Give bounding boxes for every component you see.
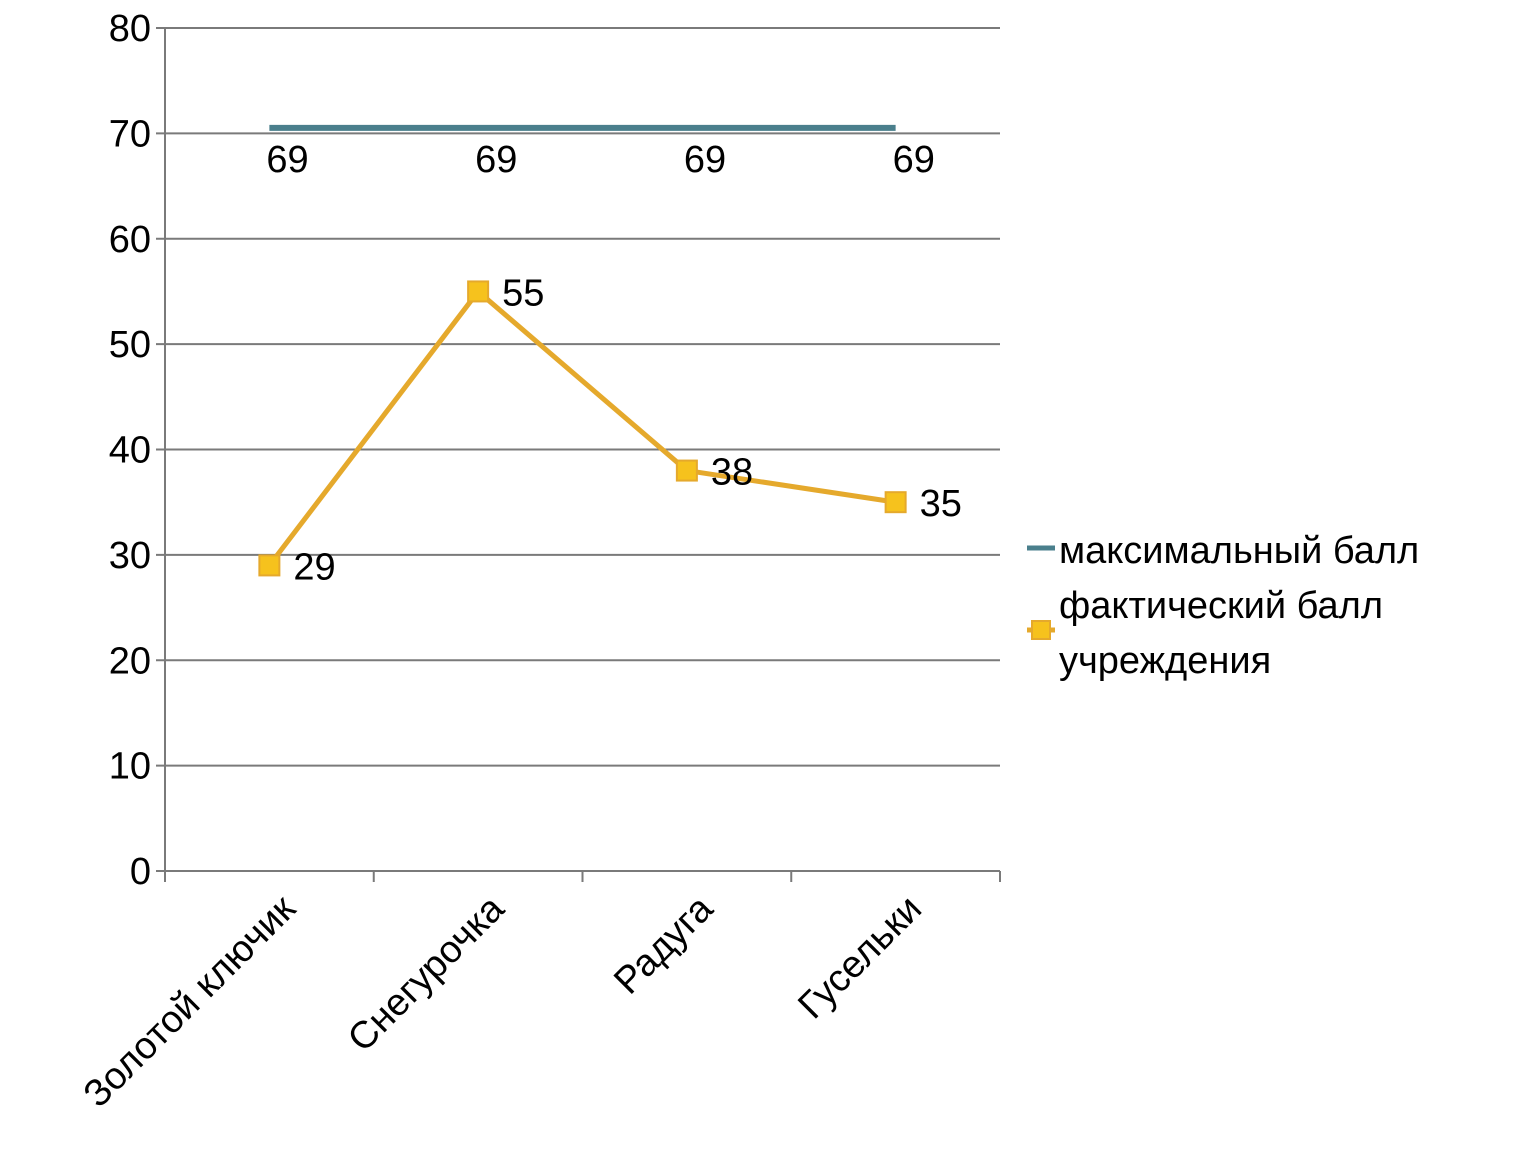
data-label: 69 xyxy=(266,139,308,181)
data-point-marker xyxy=(467,280,490,303)
data-label: 55 xyxy=(502,272,544,314)
y-tick-label: 80 xyxy=(109,8,151,50)
legend: максимальный балл фактический балл учрежде… xyxy=(1027,530,1419,682)
x-category-label: Золотой ключик xyxy=(76,887,304,1115)
y-axis-ticks: 0 10 20 30 40 50 60 70 80 xyxy=(109,8,151,893)
data-point-marker xyxy=(884,491,907,514)
data-point-marker xyxy=(675,459,698,482)
x-axis-categories: Золотой ключик Снегурочка Радуга Гусельки xyxy=(76,887,930,1116)
legend-label-actual: фактический балл учреждения xyxy=(1059,585,1383,682)
data-label: 69 xyxy=(475,139,517,181)
data-label: 29 xyxy=(293,546,335,588)
y-tick-label: 10 xyxy=(109,746,151,788)
data-point-marker xyxy=(258,554,281,577)
data-label: 69 xyxy=(684,139,726,181)
series-group xyxy=(258,124,907,577)
y-tick-label: 40 xyxy=(109,430,151,472)
y-tick-label: 0 xyxy=(130,851,151,893)
y-tick-label: 50 xyxy=(109,324,151,366)
data-label: 69 xyxy=(893,139,935,181)
data-labels-group: 69 69 69 69 29 55 38 35 xyxy=(266,139,962,588)
y-tick-label: 30 xyxy=(109,535,151,577)
y-tick-label: 60 xyxy=(109,219,151,261)
legend-label-max: максимальный балл xyxy=(1059,530,1419,572)
series-line xyxy=(267,288,896,567)
x-category-label: Гусельки xyxy=(790,888,930,1028)
x-category-label: Радуга xyxy=(606,887,722,1003)
y-tick-label: 20 xyxy=(109,640,151,682)
data-label: 35 xyxy=(920,483,962,525)
data-label: 38 xyxy=(711,452,753,494)
y-tick-label: 70 xyxy=(109,113,151,155)
gridlines xyxy=(165,27,1000,872)
axes xyxy=(156,27,1001,882)
series-2 xyxy=(258,280,907,577)
legend-swatch-actual-marker xyxy=(1031,620,1051,640)
x-category-label: Снегурочка xyxy=(340,887,513,1060)
